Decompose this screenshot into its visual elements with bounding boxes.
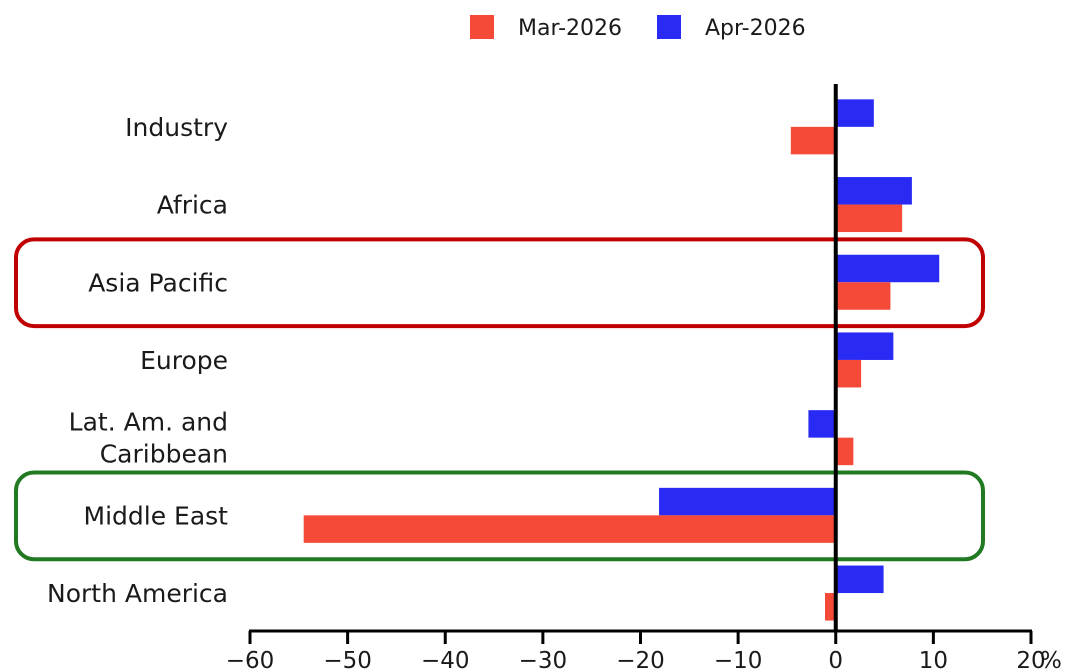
x-tick-label-neg50: −50 <box>323 648 372 671</box>
legend-label-apr-2026: Apr-2026 <box>705 16 806 41</box>
bar-mar-2026-asia-pacific <box>835 282 891 310</box>
bars <box>303 99 940 621</box>
x-tick-label-0: 0 <box>828 648 843 671</box>
bar-apr-2026-industry <box>835 99 874 127</box>
bar-apr-2026-asia-pacific <box>835 254 940 283</box>
axes: −60 −50 −40 −30 −20 −10 0 10 20% <box>226 84 1062 671</box>
bar-mar-2026-north-america <box>825 593 836 621</box>
highlight-box-asia-pacific <box>14 237 985 329</box>
bar-apr-2026-europe <box>835 332 894 360</box>
x-tick-label-neg40: −40 <box>421 648 470 671</box>
category-label-asia-pacific: Asia Pacific <box>88 268 228 297</box>
x-unit-label: % <box>1040 648 1062 671</box>
category-label-middle-east: Middle East <box>84 501 229 530</box>
bar-mar-2026-africa <box>835 204 903 233</box>
bar-apr-2026-middle-east <box>659 487 836 516</box>
highlight-box-middle-east <box>14 470 985 562</box>
category-label-europe: Europe <box>140 346 228 375</box>
legend: Mar-2026 Apr-2026 <box>470 15 806 41</box>
category-label-north-america: North America <box>47 579 228 608</box>
bar-mar-2026-europe <box>835 359 862 388</box>
bar-mar-2026-lat-am-and-caribbean <box>835 437 854 466</box>
x-tick-label-neg60: −60 <box>226 648 275 671</box>
category-label-industry: Industry <box>125 113 228 142</box>
legend-swatch-apr-2026 <box>657 15 681 39</box>
category-label-africa: Africa <box>157 191 228 220</box>
bar-mar-2026-industry <box>790 126 836 155</box>
category-label-lat-am-and-caribbean: Lat. Am. and Caribbean <box>69 408 228 469</box>
legend-label-mar-2026: Mar-2026 <box>518 16 622 41</box>
bar-mar-2026-middle-east <box>303 515 836 543</box>
legend-swatch-mar-2026 <box>470 15 494 39</box>
x-tick-label-10: 10 <box>919 648 948 671</box>
category-labels: Industry Africa Asia Pacific Europe Lat. Am.… <box>47 113 228 608</box>
bar-apr-2026-lat-am-and-caribbean <box>808 410 836 438</box>
x-tick-label-neg10: −10 <box>714 648 763 671</box>
highlight-boxes <box>14 237 985 562</box>
x-tick-label-neg20: −20 <box>616 648 665 671</box>
bar-apr-2026-africa <box>835 177 912 205</box>
x-tick-label-neg30: −30 <box>519 648 568 671</box>
x-tick-label-20: 20 <box>1016 648 1045 671</box>
bar-apr-2026-north-america <box>835 565 884 594</box>
